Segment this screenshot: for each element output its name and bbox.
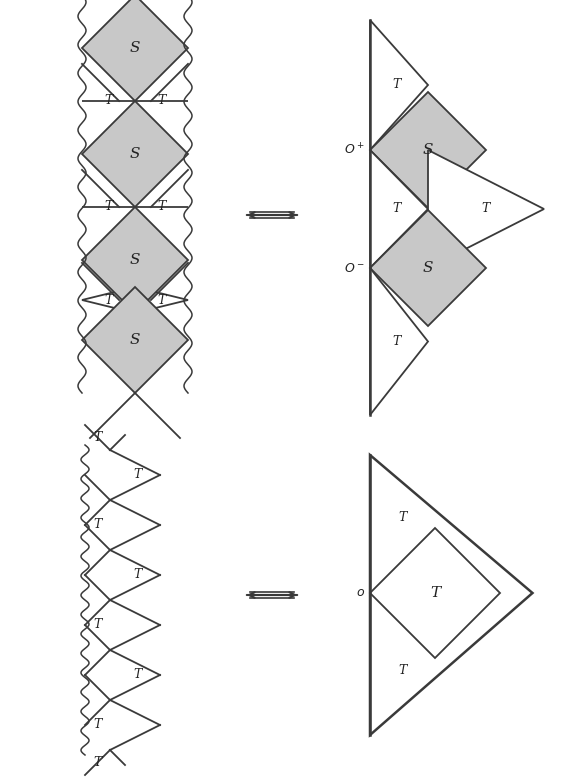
Text: S: S bbox=[423, 143, 433, 157]
Polygon shape bbox=[82, 0, 188, 101]
Text: T: T bbox=[104, 294, 113, 306]
Text: $O^+$: $O^+$ bbox=[344, 142, 365, 158]
Text: T: T bbox=[399, 511, 407, 524]
Text: T: T bbox=[157, 95, 166, 107]
Text: S: S bbox=[130, 147, 140, 161]
Polygon shape bbox=[82, 287, 135, 313]
Text: $o$: $o$ bbox=[356, 587, 365, 600]
Polygon shape bbox=[370, 268, 428, 415]
Polygon shape bbox=[428, 150, 544, 268]
Text: S: S bbox=[130, 333, 140, 347]
Polygon shape bbox=[370, 20, 428, 150]
Text: T: T bbox=[104, 95, 113, 107]
Polygon shape bbox=[370, 210, 486, 326]
Text: T: T bbox=[482, 203, 490, 215]
Text: T: T bbox=[104, 200, 113, 214]
Text: T: T bbox=[392, 335, 400, 348]
Polygon shape bbox=[135, 287, 188, 313]
Polygon shape bbox=[370, 150, 428, 268]
Text: T: T bbox=[133, 569, 141, 581]
Text: T: T bbox=[93, 518, 102, 531]
Text: S: S bbox=[423, 261, 433, 275]
Text: T: T bbox=[399, 664, 407, 677]
Text: T: T bbox=[133, 668, 141, 681]
Text: T: T bbox=[133, 469, 141, 482]
Text: T: T bbox=[392, 78, 400, 92]
Text: T: T bbox=[93, 431, 102, 444]
Text: T: T bbox=[430, 586, 440, 600]
Polygon shape bbox=[370, 92, 486, 208]
Polygon shape bbox=[82, 287, 188, 393]
Text: T: T bbox=[93, 756, 102, 769]
Polygon shape bbox=[82, 101, 188, 207]
Text: S: S bbox=[130, 253, 140, 267]
Polygon shape bbox=[370, 528, 500, 658]
Text: T: T bbox=[157, 294, 166, 306]
Polygon shape bbox=[82, 207, 188, 313]
Text: T: T bbox=[93, 618, 102, 632]
Text: $O^-$: $O^-$ bbox=[344, 262, 365, 274]
Text: S: S bbox=[130, 41, 140, 55]
Polygon shape bbox=[370, 455, 532, 735]
Text: T: T bbox=[157, 200, 166, 214]
Text: T: T bbox=[392, 203, 400, 215]
Text: T: T bbox=[93, 719, 102, 731]
